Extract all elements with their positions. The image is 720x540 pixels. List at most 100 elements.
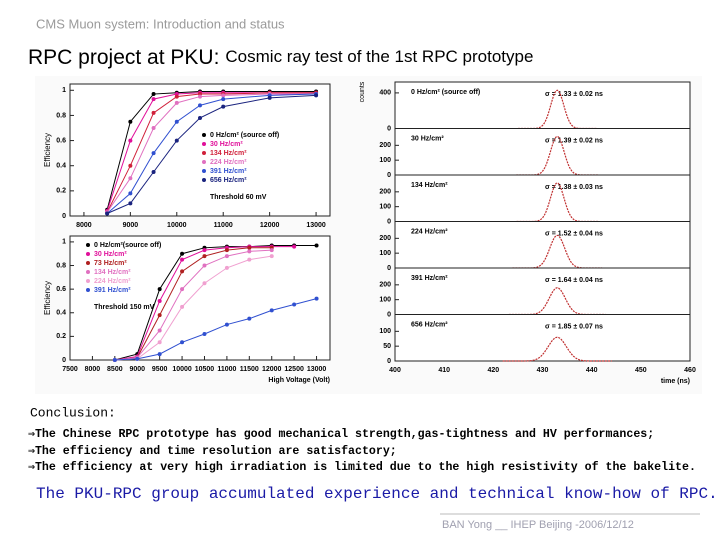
legend-label: 391 Hz/cm² bbox=[94, 287, 131, 294]
header: CMS Muon system: Introduction and status bbox=[36, 16, 285, 31]
data-point bbox=[157, 298, 162, 303]
legend-marker bbox=[86, 288, 90, 292]
x-tick-label: 440 bbox=[586, 367, 598, 374]
x-tick-label: 7500 bbox=[62, 366, 78, 373]
y-tick-label: 0 bbox=[387, 125, 391, 132]
x-tick-label: 8000 bbox=[85, 366, 101, 373]
x-tick-label: 13000 bbox=[307, 366, 327, 373]
y-tick-label: 50 bbox=[383, 343, 391, 350]
x-axis-label: High Voltage (Volt) bbox=[268, 377, 330, 384]
legend-marker bbox=[202, 133, 206, 137]
x-tick-label: 10500 bbox=[195, 366, 215, 373]
y-tick-label: 0.2 bbox=[56, 188, 66, 195]
data-point bbox=[174, 94, 179, 99]
summary: The PKU-RPC group accumulated experience… bbox=[36, 485, 718, 503]
x-tick-label: 450 bbox=[635, 367, 647, 374]
y-tick-label: 1 bbox=[62, 87, 66, 94]
series-line bbox=[106, 93, 317, 214]
data-point bbox=[151, 170, 156, 174]
data-point bbox=[157, 328, 162, 333]
x-tick-label: 410 bbox=[438, 367, 450, 374]
data-point bbox=[157, 287, 162, 292]
data-point bbox=[128, 119, 133, 124]
legend-label: 0 Hz/cm² (source off) bbox=[210, 132, 279, 139]
y-tick-label: 200 bbox=[379, 189, 391, 196]
data-point bbox=[247, 249, 252, 254]
x-tick-label: 420 bbox=[487, 367, 499, 374]
legend-marker bbox=[86, 279, 90, 283]
y-tick-label: 200 bbox=[379, 235, 391, 242]
y-tick-label: 200 bbox=[379, 282, 391, 289]
data-point bbox=[198, 115, 202, 120]
legend-label: 134 Hz/cm² bbox=[210, 150, 247, 157]
y-tick-label: 0.2 bbox=[56, 333, 66, 340]
series-line bbox=[114, 249, 272, 361]
legend-label: 73 Hz/cm² bbox=[94, 260, 127, 267]
peak-curve bbox=[502, 336, 612, 362]
x-tick-label: 9000 bbox=[129, 366, 145, 373]
x-tick-label: 12500 bbox=[284, 366, 304, 373]
legend-label: 134 Hz/cm² bbox=[94, 269, 131, 276]
y-tick-label: 0.8 bbox=[56, 262, 66, 269]
x-tick-label: 12000 bbox=[260, 222, 280, 229]
sigma-label: σ = 1.64 ± 0.04 ns bbox=[545, 277, 603, 284]
data-point bbox=[221, 93, 226, 98]
data-point bbox=[105, 211, 110, 216]
series-line bbox=[114, 244, 317, 361]
conclusion-heading: Conclusion: bbox=[30, 405, 116, 420]
y-tick-label: 0.4 bbox=[56, 310, 66, 317]
legend-label: 224 Hz/cm² bbox=[210, 159, 247, 166]
data-point bbox=[224, 254, 229, 259]
y-tick-label: 0.6 bbox=[56, 286, 66, 293]
data-point bbox=[174, 100, 179, 105]
data-point bbox=[151, 97, 156, 102]
y-tick-label: 100 bbox=[379, 297, 391, 304]
legend-marker bbox=[86, 243, 90, 247]
legend-label: 656 Hz/cm² bbox=[210, 177, 247, 184]
y-tick-label: 0.4 bbox=[56, 163, 66, 170]
panel-frame bbox=[394, 267, 691, 315]
data-point bbox=[151, 151, 156, 156]
chart-note: Threshold 150 mV bbox=[94, 304, 155, 311]
legend-label: 30 Hz/cm² bbox=[94, 251, 127, 258]
y-tick-label: 0.8 bbox=[56, 112, 66, 119]
data-point bbox=[151, 110, 156, 115]
panel-frame bbox=[394, 81, 691, 129]
data-point bbox=[174, 138, 179, 143]
x-tick-label: 10000 bbox=[172, 366, 192, 373]
title: RPC project at PKU: Cosmic ray test of th… bbox=[28, 46, 533, 69]
y-tick-label: 0 bbox=[62, 357, 66, 364]
y-tick-label: 100 bbox=[379, 204, 391, 211]
sigma-label: σ = 1.52 ± 0.04 ns bbox=[545, 230, 603, 237]
x-tick-label: 8000 bbox=[76, 222, 92, 229]
panel-label: 134 Hz/cm² bbox=[411, 182, 448, 189]
legend-marker bbox=[86, 261, 90, 265]
y-tick-label: 200 bbox=[379, 142, 391, 149]
y-tick-label: 0 bbox=[387, 358, 391, 365]
data-point bbox=[128, 176, 133, 181]
data-point bbox=[128, 201, 133, 206]
y-tick-label: 0 bbox=[387, 265, 391, 272]
panel-label: 0 Hz/cm² (source off) bbox=[411, 89, 480, 96]
data-point bbox=[224, 265, 229, 270]
data-point bbox=[221, 104, 226, 109]
x-tick-label: 11500 bbox=[240, 366, 259, 373]
x-tick-label: 11000 bbox=[217, 366, 236, 373]
title-main: RPC project at PKU: bbox=[28, 46, 219, 69]
x-tick-label: 12000 bbox=[262, 366, 282, 373]
data-point bbox=[135, 356, 140, 361]
conclusion-item: ⇒The efficiency and time resolution are … bbox=[28, 445, 397, 458]
data-point bbox=[180, 304, 185, 309]
y-tick-label: 0 bbox=[387, 311, 391, 318]
y-axis-label: Efficiency bbox=[43, 281, 52, 315]
x-tick-label: 11000 bbox=[214, 222, 233, 229]
legend-marker bbox=[86, 270, 90, 274]
legend-label: 30 Hz/cm² bbox=[210, 141, 243, 148]
y-tick-label: 0 bbox=[387, 172, 391, 179]
panel-label: 391 Hz/cm² bbox=[411, 275, 448, 282]
data-point bbox=[224, 248, 229, 253]
sigma-label: σ = 1.85 ± 0.07 ns bbox=[545, 323, 603, 330]
data-point bbox=[269, 254, 274, 259]
legend-label: 391 Hz/cm² bbox=[210, 168, 247, 175]
data-point bbox=[202, 263, 207, 268]
